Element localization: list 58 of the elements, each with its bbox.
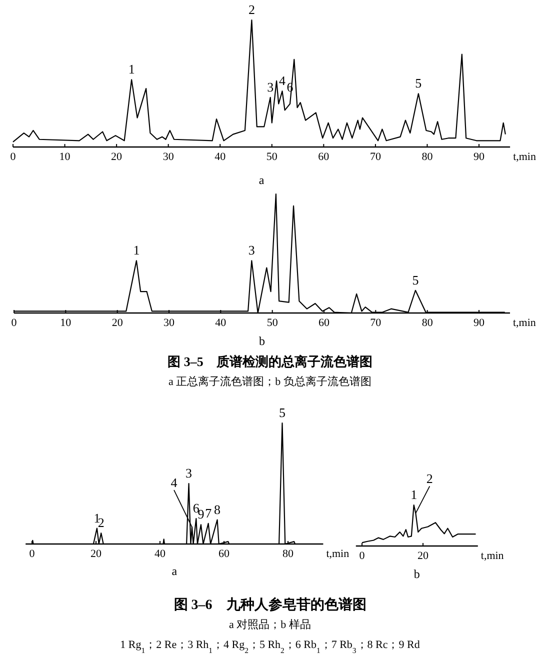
text: b	[414, 567, 420, 581]
text: b	[259, 334, 265, 348]
annotation: 5	[278, 405, 286, 420]
x-tick-label: 20	[418, 550, 429, 562]
x-axis-title: t,min	[513, 317, 536, 329]
x-tick-label: 20	[90, 548, 102, 560]
text: a 正总离子流色谱图；b 负总离子流色谱图	[168, 375, 372, 388]
x-tick-label: 60	[218, 548, 230, 560]
x-tick-label: 70	[370, 317, 382, 329]
x-tick-label: 20	[112, 317, 124, 329]
annotation: 2	[98, 515, 104, 530]
annotation: 1	[410, 487, 418, 502]
x-tick-label: 30	[164, 317, 175, 329]
x-tick-label: 60	[318, 317, 330, 329]
annotation: 8	[214, 502, 221, 517]
x-tick-label: 80	[422, 317, 434, 329]
annotation: 7	[205, 505, 212, 520]
caption: 图 3–5 质谱检测的总离子流色谱图	[168, 354, 372, 369]
annotation: 3	[248, 242, 255, 258]
x-tick-label: 90	[474, 151, 485, 163]
x-tick-label: 30	[162, 151, 174, 163]
annotation: 3	[267, 79, 274, 94]
x-axis-title: t,min	[513, 151, 536, 163]
annotation: 5	[412, 272, 419, 288]
text: a 对照品；b 样品	[229, 618, 311, 631]
x-tick-label: 50	[266, 317, 278, 329]
annotation: 4	[278, 73, 286, 88]
caption: 图 3–6 九种人参皂苷的色谱图	[174, 596, 366, 613]
x-tick-label: 0	[359, 550, 366, 562]
annotation: 1	[128, 62, 135, 77]
x-tick-label: 70	[370, 151, 382, 163]
x-tick-label: 90	[474, 317, 485, 329]
x-tick-label: 0	[29, 548, 36, 560]
annotation: 9	[198, 506, 204, 522]
text: 1 Rg$_{1}$；2 Re；3 Rh$_{1}$；4 Rg$_{2}$；5 Rh$_{2}$；6 Rb$_{1}$；7 Rb$_{3}$；8 Rc；9 Rd	[120, 639, 420, 654]
text: a	[172, 564, 178, 578]
annotation: 2	[426, 471, 433, 486]
x-tick-label: 40	[154, 548, 166, 560]
x-axis-title: t,min	[326, 548, 350, 560]
x-tick-label: 40	[215, 317, 227, 329]
x-tick-label: 10	[59, 151, 71, 163]
x-tick-label: 0	[10, 151, 16, 163]
text: a	[258, 173, 265, 187]
annotation: 1	[94, 510, 100, 526]
x-tick-label: 10	[60, 317, 72, 329]
x-tick-label: 20	[111, 151, 123, 163]
x-tick-label: 0	[11, 317, 18, 329]
x-tick-label: 60	[318, 151, 330, 163]
x-axis-title: t,min	[480, 550, 504, 562]
x-tick-label: 40	[214, 151, 226, 163]
annotation: 3	[186, 466, 192, 480]
x-tick-label: 80	[282, 548, 294, 560]
annotation: 2	[248, 2, 255, 17]
x-tick-label: 50	[266, 151, 278, 163]
x-tick-label: 80	[422, 151, 434, 163]
annotation: 1	[133, 242, 140, 258]
annotation: 5	[415, 76, 422, 91]
annotation: 4	[170, 475, 178, 490]
